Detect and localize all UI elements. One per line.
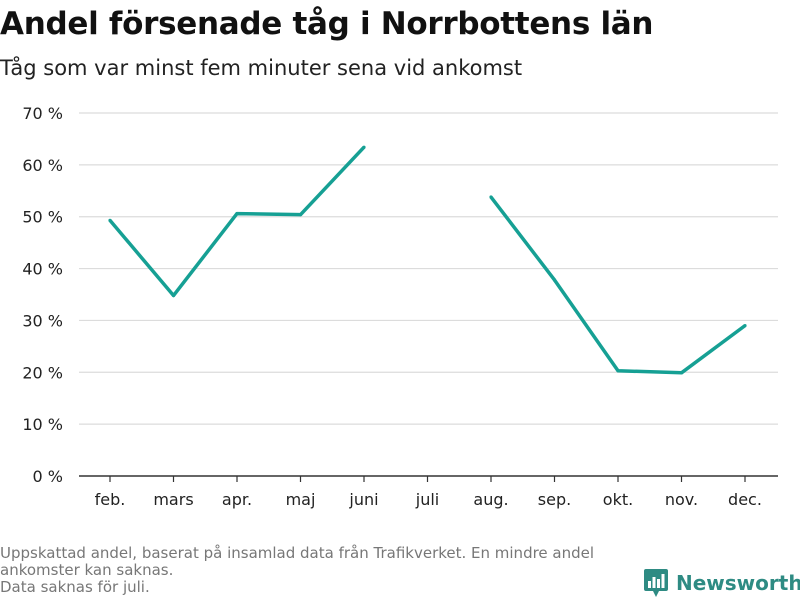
footnote-line: Uppskattad andel, baserat på insamlad da…: [0, 544, 595, 562]
data-point: [298, 213, 303, 217]
y-tick-label: 0 %: [33, 467, 63, 486]
newsworthy-logo-icon: [644, 569, 668, 597]
series-line-segment: [108, 146, 366, 298]
data-point: [489, 195, 493, 199]
x-tick-label: juni: [348, 490, 378, 509]
x-tick-label: okt.: [603, 490, 633, 509]
y-tick-label: 70 %: [22, 104, 63, 123]
brand-name: Newsworthy: [676, 571, 800, 595]
y-tick-label: 20 %: [22, 363, 63, 382]
data-point: [743, 324, 747, 328]
y-tick-label: 50 %: [22, 208, 63, 227]
data-point: [171, 293, 176, 298]
x-tick-label: dec.: [728, 490, 762, 509]
x-tick-label: nov.: [665, 490, 698, 509]
chart-footnote: Uppskattad andel, baserat på insamlad da…: [0, 545, 640, 596]
chart-subtitle: Tåg som var minst fem minuter sena vid a…: [0, 56, 523, 80]
data-point: [362, 145, 366, 149]
newsworthy-brand: Newsworthy: [643, 567, 800, 599]
chart-title: Andel försenade tåg i Norrbottens län: [0, 6, 654, 42]
x-tick-label: feb.: [95, 490, 126, 509]
line-chart: 0 % 10 % 20 % 30 % 40 % 50 % 60 % 70 % feb. mars a…: [22, 104, 778, 509]
footnote-line: ankomster kan saknas.: [0, 561, 174, 579]
x-tick-label: apr.: [222, 490, 252, 509]
y-tick-label: 30 %: [22, 311, 63, 330]
x-tick-label: mars: [153, 490, 193, 509]
data-point: [108, 218, 112, 222]
data-point: [552, 278, 557, 282]
data-point: [235, 212, 239, 216]
y-tick-label: 60 %: [22, 156, 63, 175]
x-tick-label: maj: [286, 490, 316, 509]
data-point: [679, 371, 684, 375]
data-point: [616, 369, 620, 373]
y-tick-label: 40 %: [22, 260, 63, 279]
x-tick-label: aug.: [473, 490, 508, 509]
x-tick-label: juli: [415, 490, 439, 509]
y-tick-label: 10 %: [22, 415, 63, 434]
footnote-line: Data saknas för juli.: [0, 578, 150, 596]
series-line-segment: [489, 195, 747, 375]
x-tick-label: sep.: [538, 490, 571, 509]
